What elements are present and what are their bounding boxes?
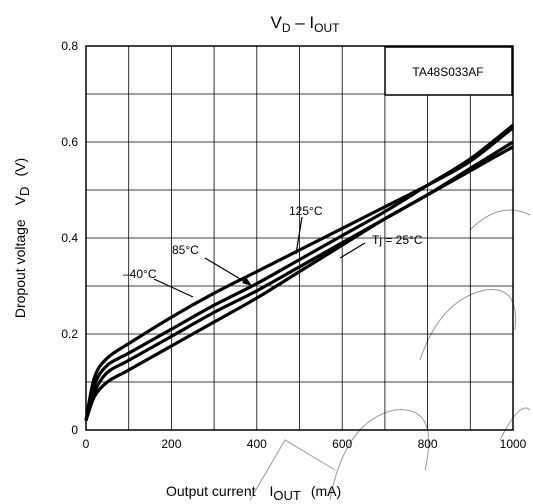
x-tick-label: 400 xyxy=(247,437,267,451)
watermark xyxy=(249,209,531,501)
grid xyxy=(86,46,513,430)
x-tick-labels: 0 200 400 600 800 1000 xyxy=(83,437,527,451)
x-tick-label: 0 xyxy=(83,437,90,451)
annotation-85c: 85°C xyxy=(172,243,199,257)
series-line-1 xyxy=(84,123,514,421)
y-tick-labels: 0 0.2 0.4 0.6 0.8 xyxy=(61,39,78,437)
legend-box: TA48S033AF xyxy=(384,46,513,96)
series-line-3 xyxy=(84,140,514,421)
x-tick-label: 600 xyxy=(332,437,352,451)
y-tick-label: 0.6 xyxy=(61,135,78,149)
chart-title: VD – IOUT xyxy=(271,13,341,35)
y-tick-label: 0.4 xyxy=(61,231,78,245)
plot-frame xyxy=(85,45,514,431)
y-tick-label: 0 xyxy=(71,423,78,437)
annotation-leader-125c xyxy=(295,216,303,255)
annotations: 125°C 85°C –40°C Tj = 25°C xyxy=(123,204,423,298)
x-tick-label: 1000 xyxy=(500,437,527,451)
x-tick-label: 800 xyxy=(418,437,438,451)
series xyxy=(84,123,514,421)
legend-box-label: TA48S033AF xyxy=(412,65,483,79)
annotation-tj25c: Tj = 25°C xyxy=(372,233,423,247)
x-tick-label: 200 xyxy=(161,437,181,451)
y-tick-label: 0.8 xyxy=(61,39,78,53)
y-axis-title: Dropout voltageVD(V) xyxy=(12,158,32,318)
annotation-leader-minus40c xyxy=(153,278,194,298)
annotation-125c: 125°C xyxy=(289,204,323,218)
annotation-arrowhead-85c xyxy=(242,277,252,286)
annotation-minus40c: –40°C xyxy=(123,267,157,281)
y-tick-label: 0.2 xyxy=(61,327,78,341)
x-axis-title: Output current IOUT (mA) xyxy=(166,483,341,503)
annotation-leader-tj25c xyxy=(339,242,366,259)
